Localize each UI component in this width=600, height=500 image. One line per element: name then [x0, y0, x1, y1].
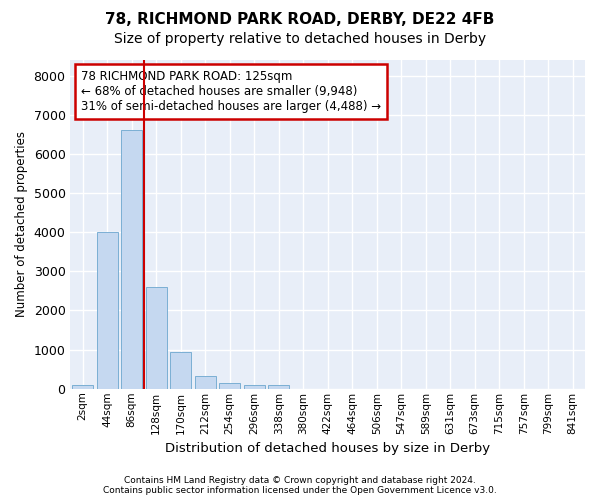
Text: 78 RICHMOND PARK ROAD: 125sqm
← 68% of detached houses are smaller (9,948)
31% o: 78 RICHMOND PARK ROAD: 125sqm ← 68% of d…	[81, 70, 381, 113]
Bar	[219, 383, 240, 389]
Bar	[146, 287, 167, 389]
Bar	[268, 385, 289, 389]
X-axis label: Distribution of detached houses by size in Derby: Distribution of detached houses by size …	[165, 442, 490, 455]
Bar	[121, 130, 142, 389]
Bar	[170, 352, 191, 389]
Bar	[244, 385, 265, 389]
Bar	[97, 232, 118, 389]
Text: 78, RICHMOND PARK ROAD, DERBY, DE22 4FB: 78, RICHMOND PARK ROAD, DERBY, DE22 4FB	[106, 12, 494, 28]
Text: Contains HM Land Registry data © Crown copyright and database right 2024.
Contai: Contains HM Land Registry data © Crown c…	[103, 476, 497, 495]
Bar	[72, 385, 93, 389]
Bar	[195, 376, 215, 389]
Y-axis label: Number of detached properties: Number of detached properties	[15, 132, 28, 318]
Text: Size of property relative to detached houses in Derby: Size of property relative to detached ho…	[114, 32, 486, 46]
